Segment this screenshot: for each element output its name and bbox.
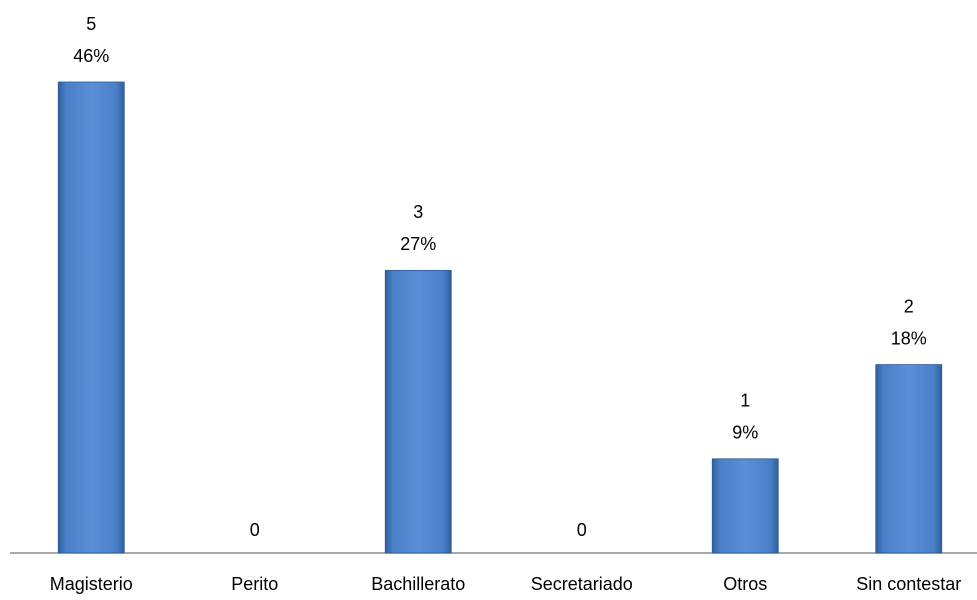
percent-label: 27% (400, 234, 436, 254)
value-label: 1 (740, 391, 750, 411)
x-tick-label: Bachillerato (371, 574, 465, 594)
x-tick-label: Perito (231, 574, 278, 594)
x-tick-label: Secretariado (531, 574, 633, 594)
value-label: 0 (250, 520, 260, 540)
x-tick-label: Magisterio (50, 574, 133, 594)
percent-label: 9% (732, 423, 758, 443)
bar (711, 458, 779, 554)
bar (875, 364, 943, 554)
value-label: 2 (904, 296, 914, 316)
percent-label: 18% (891, 328, 927, 348)
value-label: 5 (86, 14, 96, 34)
x-tick-label: Sin contestar (856, 574, 961, 594)
value-label: 3 (413, 202, 423, 222)
bar (384, 269, 452, 554)
percent-label: 46% (73, 46, 109, 66)
bar (57, 81, 125, 554)
value-label: 0 (577, 520, 587, 540)
x-tick-label: Otros (723, 574, 767, 594)
